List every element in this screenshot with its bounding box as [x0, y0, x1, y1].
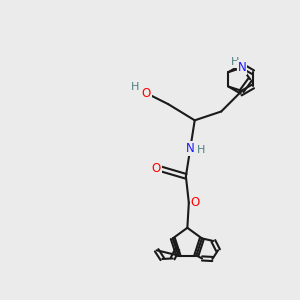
- Text: H: H: [231, 58, 239, 68]
- Text: H: H: [197, 145, 206, 155]
- Text: H: H: [131, 82, 140, 92]
- Text: O: O: [142, 87, 151, 100]
- Text: O: O: [152, 162, 161, 176]
- Text: O: O: [191, 196, 200, 209]
- Text: N: N: [186, 142, 195, 155]
- Text: N: N: [238, 61, 246, 74]
